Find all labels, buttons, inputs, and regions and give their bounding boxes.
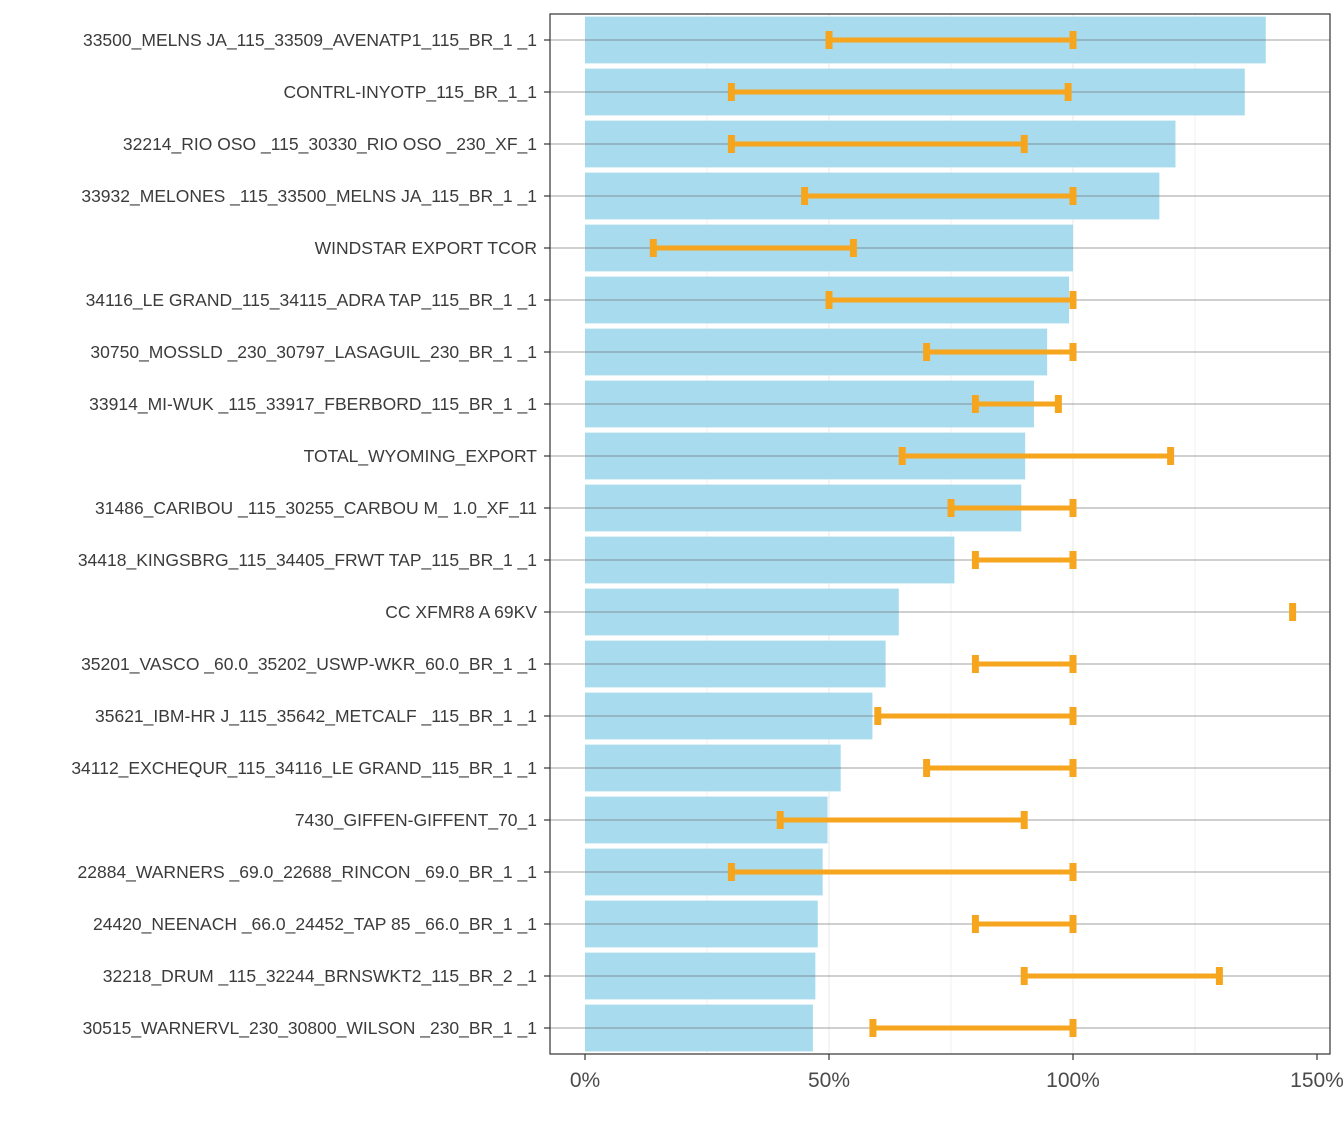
y-tick-label: CC XFMR8 A 69KV <box>385 602 537 622</box>
x-tick-label: 0% <box>570 1069 600 1092</box>
y-tick-label: 24420_NEENACH _66.0_24452_TAP 85 _66.0_B… <box>93 914 537 935</box>
y-tick-label: 34116_LE GRAND_115_34115_ADRA TAP_115_BR… <box>86 290 537 311</box>
y-tick-label: 32218_DRUM _115_32244_BRNSWKT2_115_BR_2 … <box>103 966 537 987</box>
error-bars <box>649 31 1297 1037</box>
plot-panel-border <box>549 13 1331 1055</box>
y-tick-label: 34112_EXCHEQUR_115_34116_LE GRAND_115_BR… <box>71 758 537 779</box>
bars <box>585 16 1266 1052</box>
y-tick-label: TOTAL_WYOMING_EXPORT <box>304 446 538 467</box>
y-tick-label: 31486_CARIBOU _115_30255_CARBOU M_ 1.0_X… <box>95 498 537 519</box>
y-tick-label: WINDSTAR EXPORT TCOR <box>315 238 537 258</box>
y-tick-label: 34418_KINGSBRG_115_34405_FRWT TAP_115_BR… <box>78 550 537 571</box>
x-tick-label: 50% <box>808 1069 850 1092</box>
x-axis-labels: 0% 50% 100% 150% <box>570 1054 1344 1092</box>
y-axis-labels: 33500_MELNS JA_115_33509_AVENATP1_115_BR… <box>71 30 550 1039</box>
y-tick-label: 33500_MELNS JA_115_33509_AVENATP1_115_BR… <box>83 30 537 51</box>
y-tick-label: 32214_RIO OSO _115_30330_RIO OSO _230_XF… <box>123 134 537 155</box>
y-tick-label: CONTRL-INYOTP_115_BR_1_1 <box>283 82 537 103</box>
y-tick-label: 35201_VASCO _60.0_35202_USWP-WKR_60.0_BR… <box>81 654 537 675</box>
y-tick-label: 7430_GIFFEN-GIFFENT_70_1 <box>295 810 537 831</box>
y-tick-label: 33932_MELONES _115_33500_MELNS JA_115_BR… <box>81 186 537 207</box>
y-tick-label: 35621_IBM-HR J_115_35642_METCALF _115_BR… <box>95 706 537 727</box>
x-tick-label: 100% <box>1046 1069 1100 1092</box>
x-tick-label: 150% <box>1290 1069 1344 1092</box>
y-tick-label: 30750_MOSSLD _230_30797_LASAGUIL_230_BR_… <box>90 342 537 363</box>
gridlines <box>706 14 1196 1054</box>
y-tick-label: 30515_WARNERVL_230_30800_WILSON _230_BR_… <box>83 1018 537 1039</box>
y-tick-label: 33914_MI-WUK _115_33917_FBERBORD_115_BR_… <box>89 394 537 415</box>
y-tick-label: 22884_WARNERS _69.0_22688_RINCON _69.0_B… <box>78 862 538 883</box>
